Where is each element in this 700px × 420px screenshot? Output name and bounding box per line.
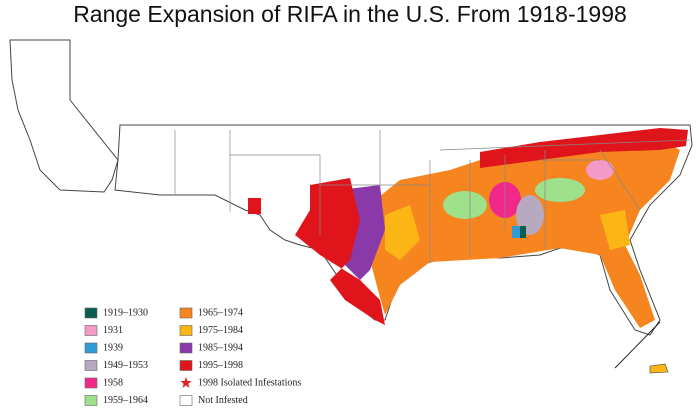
region bbox=[520, 226, 526, 238]
region bbox=[443, 191, 487, 219]
legend-label: 1995–1998 bbox=[198, 360, 243, 371]
inset-separator bbox=[614, 321, 661, 369]
california bbox=[9, 39, 119, 193]
legend-label: 1975–1984 bbox=[198, 325, 243, 336]
legend-swatch bbox=[179, 360, 193, 371]
legend-label: 1985–1994 bbox=[198, 342, 243, 353]
state-borders bbox=[174, 130, 691, 262]
legend-label: 1958 bbox=[103, 377, 123, 388]
legend-label: 1998 Isolated Infestations bbox=[198, 377, 301, 388]
region bbox=[295, 178, 385, 325]
legend-swatch bbox=[84, 360, 98, 371]
legend-swatch bbox=[84, 342, 98, 354]
region bbox=[480, 128, 688, 168]
legend-star bbox=[180, 377, 192, 388]
map bbox=[9, 39, 693, 374]
legend-label: 1919–1930 bbox=[103, 307, 148, 318]
legend-label: Not Infested bbox=[198, 395, 248, 406]
region bbox=[512, 226, 520, 238]
legend-label: 1939 bbox=[103, 342, 123, 353]
region bbox=[600, 210, 630, 250]
legend-swatch bbox=[179, 395, 193, 406]
legend-swatch bbox=[84, 377, 98, 389]
legend: 1919–1930 1931 1939 1949–1953 1958 1959–1964 1… bbox=[84, 307, 301, 406]
region bbox=[516, 195, 544, 235]
region bbox=[385, 205, 420, 260]
legend-label: 1949–1953 bbox=[103, 360, 148, 371]
legend-label: 1965–1974 bbox=[198, 307, 243, 318]
puerto-rico bbox=[649, 363, 669, 374]
title: Range Expansion of RIFA in the U.S. From… bbox=[73, 1, 627, 27]
legend-swatch bbox=[179, 342, 193, 354]
legend-label: 1959–1964 bbox=[103, 395, 148, 406]
legend-swatch bbox=[84, 307, 98, 319]
region bbox=[586, 160, 614, 180]
legend-swatch bbox=[179, 307, 193, 319]
legend-swatch bbox=[84, 325, 98, 336]
legend-label: 1931 bbox=[103, 325, 123, 336]
region bbox=[535, 178, 585, 202]
legend-swatch bbox=[84, 395, 98, 406]
region bbox=[248, 198, 261, 214]
legend-swatch bbox=[179, 325, 193, 336]
